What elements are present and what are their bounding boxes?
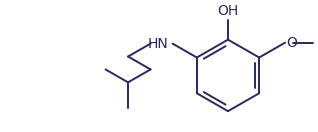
Text: O: O (286, 36, 297, 50)
Text: HN: HN (148, 37, 169, 51)
Text: OH: OH (218, 4, 238, 18)
